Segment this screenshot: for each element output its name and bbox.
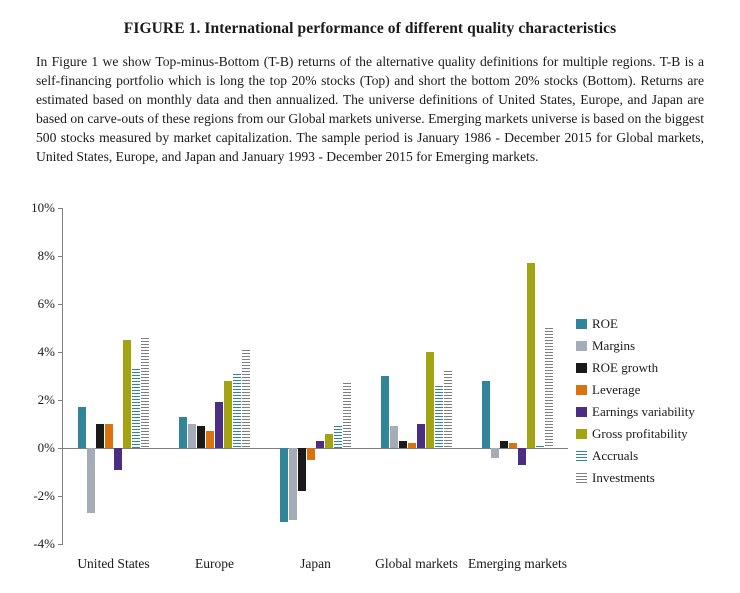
legend-item-margins: Margins [576,338,695,354]
y-tick-label: 4% [37,344,55,359]
y-tick-mark [58,208,63,209]
legend-item-leverage: Leverage [576,382,695,398]
category-label: Emerging markets [467,556,568,571]
legend-label: Accruals [592,448,639,463]
legend-marker-icon [576,451,587,461]
legend-item-accruals: Accruals [576,448,695,464]
y-tick-mark [58,256,63,257]
bar-roe-growth-japan [298,448,306,492]
bar-roe-growth-united-states [96,424,104,448]
bar-investments-global-markets [444,371,452,448]
bar-accruals-emerging-markets [536,445,544,448]
legend-marker-icon [576,319,587,329]
bar-leverage-europe [206,431,214,448]
plot-area: 10% 8% 6% 4% 2% 0% -2% -4% United States Europe Ja… [31,200,568,571]
legend-marker-icon [576,363,587,373]
legend-label: ROE growth [592,360,659,375]
legend-marker-icon [576,429,587,439]
figure-title: FIGURE 1. International performance of d… [123,20,617,37]
bar-roe-global-markets [381,376,389,448]
category-label: United States [77,556,150,571]
zero-axis-line [63,448,568,449]
bar-accruals-japan [334,426,342,448]
bar-gross-profitability-japan [325,433,333,448]
bar-gross-profitability-global-markets [426,352,434,448]
legend-item-investments: Investments [576,470,695,486]
legend-marker-icon [576,473,587,483]
bar-leverage-united-states [105,424,113,448]
y-tick-label: 10% [31,200,55,215]
y-tick-label: -4% [33,536,55,551]
legend-item-roe-growth: ROE growth [576,360,695,376]
bar-earnings-variability-emerging-markets [518,448,526,465]
y-tick-mark [58,352,63,353]
bar-accruals-global-markets [435,385,443,448]
legend-marker-icon [576,407,587,417]
bar-roe-growth-emerging-markets [500,440,508,448]
bar-earnings-variability-europe [215,402,223,448]
bar-gross-profitability-emerging-markets [527,263,535,448]
bar-investments-japan [343,383,351,448]
bar-margins-emerging-markets [491,448,499,458]
bar-earnings-variability-united-states [114,448,122,470]
y-tick-label: 6% [37,296,55,311]
bar-roe-united-states [78,407,86,448]
legend-label: Margins [592,338,636,353]
legend-label: Investments [592,470,655,485]
legend-item-earnings-variability: Earnings variability [576,404,695,420]
figure-caption: In Figure 1 we show Top-minus-Bottom (T-… [36,54,704,165]
category-label: Global markets [375,556,458,571]
bar-gross-profitability-united-states [123,340,131,448]
legend-label: Leverage [592,382,641,397]
y-tick-mark [58,448,63,449]
bar-roe-europe [179,416,187,448]
y-tick-label: 2% [37,392,55,407]
bar-leverage-emerging-markets [509,443,517,448]
chart-legend: ROE Margins ROE growth Leverage Earnings var… [576,316,695,492]
bar-accruals-united-states [132,368,140,448]
y-tick-label: 0% [37,440,55,455]
bar-margins-europe [188,424,196,448]
category-label: Europe [195,556,234,571]
bar-margins-global-markets [390,426,398,448]
legend-marker-icon [576,341,587,351]
legend-label: ROE [592,316,618,331]
bar-leverage-global-markets [408,443,416,448]
bar-roe-japan [280,448,288,523]
y-tick-label: -2% [33,488,55,503]
legend-item-roe: ROE [576,316,695,332]
legend-item-gross-profitability: Gross profitability [576,426,695,442]
bar-roe-emerging-markets [482,380,490,448]
bar-earnings-variability-global-markets [417,424,425,448]
bar-investments-emerging-markets [545,328,553,448]
bar-roe-growth-global-markets [399,440,407,448]
y-tick-label: 8% [37,248,55,263]
y-tick-mark [58,544,63,545]
bar-margins-japan [289,448,297,520]
bar-earnings-variability-japan [316,440,324,448]
bar-leverage-japan [307,448,315,460]
bar-roe-growth-europe [197,426,205,448]
legend-label: Gross profitability [592,426,688,441]
bar-investments-europe [242,349,250,448]
legend-label: Earnings variability [592,404,695,419]
y-tick-mark [58,304,63,305]
bar-accruals-europe [233,373,241,448]
bar-margins-united-states [87,448,95,513]
y-tick-mark [58,400,63,401]
bar-gross-profitability-europe [224,380,232,448]
legend-marker-icon [576,385,587,395]
category-label: Japan [300,556,331,571]
bar-investments-united-states [141,337,149,448]
bar-chart: 10% 8% 6% 4% 2% 0% -2% -4% United States Europe Ja… [0,198,740,588]
y-tick-mark [58,496,63,497]
paper-page: { "figure": { "title": "FIGURE 1. Intern… [0,20,740,593]
